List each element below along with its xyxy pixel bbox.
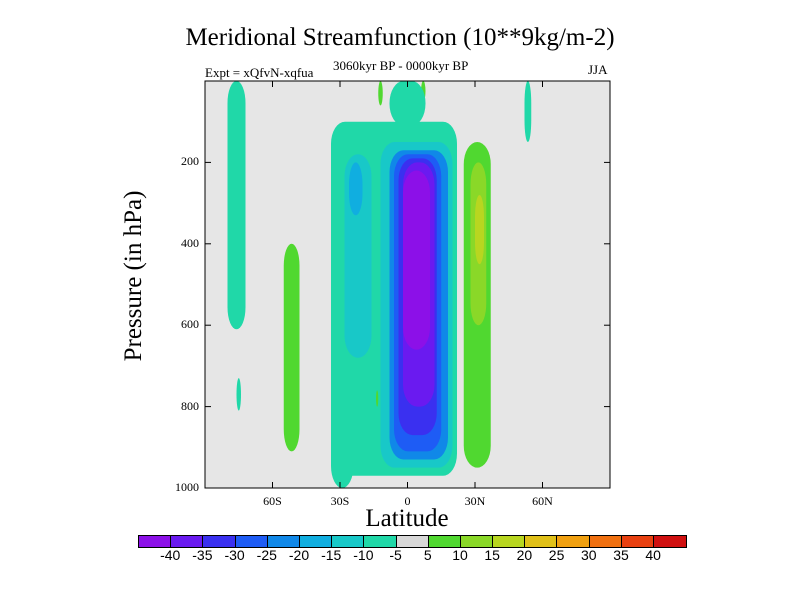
x-axis-label: Latitude — [365, 505, 449, 532]
experiment-label: Expt = xQfvN-xqfua — [205, 65, 314, 80]
colorbar-label: -5 — [389, 547, 402, 563]
colorbar-label: 35 — [613, 547, 629, 563]
colorbar-swatch — [557, 536, 590, 547]
x-tick-label: 60N — [532, 494, 553, 508]
contour-region-1 — [236, 378, 241, 411]
colorbar-label: -20 — [288, 547, 310, 563]
contour-region-15 — [475, 194, 484, 265]
colorbar-swatch — [267, 536, 300, 547]
colorbar-label: -40 — [160, 547, 181, 563]
y-tick-label: 1000 — [175, 480, 199, 494]
colorbar-label: 5 — [423, 547, 432, 563]
colorbar-swatch — [299, 536, 333, 547]
colorbar-swatch — [589, 536, 622, 547]
colorbar-swatch — [525, 536, 558, 547]
colorbar-swatch — [203, 536, 236, 547]
x-tick-label: 0 — [404, 494, 411, 508]
period-label: 3060kyr BP - 0000kyr BP — [333, 58, 469, 73]
x-tick-label: 30S — [330, 494, 350, 508]
colorbar-label: -15 — [321, 547, 342, 563]
x-tick-label: 30N — [464, 494, 486, 508]
colorbar-label: -35 — [192, 547, 213, 563]
contour-region-0 — [227, 81, 246, 330]
contour-region-17 — [378, 81, 383, 106]
colorbar-swatch — [171, 536, 204, 547]
colorbar-label: 10 — [452, 547, 468, 563]
contour-region-19 — [524, 81, 532, 143]
contour-region-11 — [403, 170, 430, 350]
colorbar-swatch — [332, 536, 365, 547]
colorbar-swatch — [428, 536, 461, 547]
contour-region-12 — [283, 243, 300, 452]
colorbar-swatch — [235, 536, 268, 547]
colorbar-swatch — [139, 536, 172, 547]
colorbar-swatch — [396, 536, 429, 547]
x-tick-label: 60S — [263, 494, 282, 508]
y-tick-label: 800 — [181, 398, 199, 413]
y-tick-label: 400 — [181, 235, 199, 250]
contour-region-16 — [376, 390, 379, 407]
y-tick-label: 200 — [181, 154, 199, 169]
colorbar-swatch — [654, 536, 687, 547]
colorbar-swatch — [621, 536, 654, 547]
chart-title: Meridional Streamfunction (10**9kg/m-2) — [185, 24, 615, 51]
colorbar-swatch — [364, 536, 397, 547]
colorbar — [138, 535, 688, 548]
y-axis-label: Pressure (in hPa) — [120, 190, 147, 362]
colorbar-label: 15 — [484, 547, 500, 563]
colorbar-label: -30 — [224, 547, 245, 563]
y-tick-label: 600 — [181, 317, 199, 332]
colorbar-label: 40 — [645, 547, 661, 563]
colorbar-label: -10 — [353, 547, 374, 563]
contour-region-20 — [389, 81, 426, 126]
colorbar-label: 20 — [516, 547, 533, 563]
contour-region-3 — [331, 325, 354, 488]
colorbar-label: -25 — [256, 547, 277, 563]
colorbar-label: 25 — [548, 547, 565, 563]
contour-region-6 — [349, 162, 363, 216]
colorbar-swatch — [493, 536, 526, 547]
contour-regions — [227, 81, 532, 488]
colorbar-swatch — [460, 536, 494, 547]
colorbar-label: 30 — [581, 547, 597, 563]
axis-ticks — [205, 81, 610, 489]
season-label: JJA — [588, 62, 608, 77]
